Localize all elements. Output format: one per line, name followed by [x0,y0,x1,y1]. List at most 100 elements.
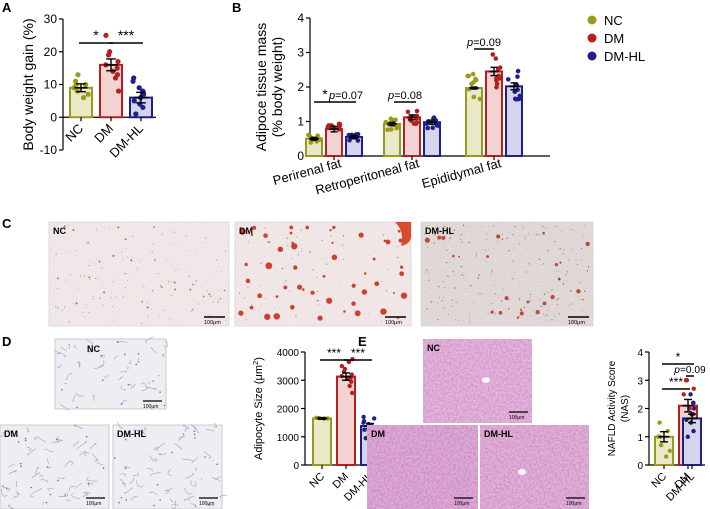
stain-dot [122,296,124,298]
stain-dot [126,256,128,258]
cell-membrane [187,495,195,499]
stain-dot [263,233,268,238]
stain-dot [487,313,489,315]
stain-dot [264,255,266,257]
stain-dot [153,226,156,228]
stain-dot [245,319,247,321]
y-tick-label: 4 [637,348,643,359]
stain-dot [147,316,149,318]
stain-dot [141,300,144,303]
stain-dot [124,238,127,241]
stain-dot [152,243,154,245]
cell-membrane [129,476,135,484]
stain-dot [265,262,273,270]
cell-membrane [54,350,66,358]
data-point [73,78,79,84]
stain-dot [427,270,429,272]
stain-dot [260,306,262,308]
nucleus [153,504,155,507]
stain-dot [99,297,101,299]
stain-dot [55,253,57,255]
nucleus [135,363,137,366]
stain-dot [538,258,541,260]
cell-membrane [117,376,124,381]
stain-dot [469,315,471,317]
stain-dot [161,234,163,236]
data-point [466,73,472,79]
scale-label: 100μm [566,501,581,507]
stain-dot [132,257,134,259]
stain-dot [559,261,562,264]
cell-membrane [153,447,159,451]
stain-dot [125,273,127,274]
stain-dot [151,251,153,253]
stain-dot [202,295,205,298]
stain-dot [460,266,463,268]
stain-dot [400,292,408,299]
cell-membrane [136,358,140,364]
stain-dot [372,257,376,261]
scale-label: 100μm [86,501,101,507]
y-tick-label: 3000 [277,376,300,387]
stain-dot [430,301,432,303]
cell-membrane [203,451,212,459]
stain-dot [214,272,216,274]
nucleus [159,453,161,455]
cell-membrane [119,478,125,486]
nucleus [87,482,90,485]
nucleus [57,479,59,482]
stain-dot [273,313,280,320]
cell-membrane [75,392,85,397]
data-point [691,386,696,391]
stain-dot [342,235,345,237]
legend-marker-dmhl [587,51,597,61]
y-tick-label: 30 [44,12,58,26]
data-point [306,132,311,138]
cell-membrane [76,441,87,449]
stain-dot [519,311,524,316]
y-tick-label: 1 [637,433,643,444]
stain-dot [164,308,165,310]
stain-dot [448,253,450,255]
stain-dot [494,293,496,295]
stain-dot [171,281,173,283]
cell-membrane [68,343,70,349]
cell-membrane [121,483,126,487]
stain-dot [438,297,440,299]
cell-membrane [120,385,127,391]
stain-dot [326,297,333,304]
stain-dot [385,239,391,245]
stain-dot [508,250,510,252]
stain-dot [554,269,555,271]
cell-membrane [30,492,34,497]
y-tick-label: 4 [297,11,304,25]
stain-dot [543,263,545,265]
p-value: =0.09 [473,37,501,49]
stain-dot [63,306,66,308]
stain-dot [509,237,510,239]
stain-dot [380,320,382,322]
stain-dot [518,298,521,300]
stain-dot [502,233,504,235]
micrograph-label: NC [53,226,66,236]
stain-dot [56,277,59,280]
cell-membrane [71,493,81,500]
data-point [362,427,367,432]
stain-dot [424,271,425,273]
stain-dot [387,268,389,270]
stain-dot [243,297,246,299]
cell-membrane [91,453,99,462]
stain-dot [219,297,221,300]
stain-dot [460,234,462,236]
data-point [107,49,113,55]
data-point [515,87,520,93]
stain-dot [248,241,250,243]
cell-membrane [65,373,73,381]
stain-dot [583,225,585,227]
stain-dot [574,231,576,233]
stain-dot [204,237,207,239]
stain-dot [79,275,81,277]
panel-letter-e: E [358,334,367,349]
scale-label: 100μm [204,320,221,326]
